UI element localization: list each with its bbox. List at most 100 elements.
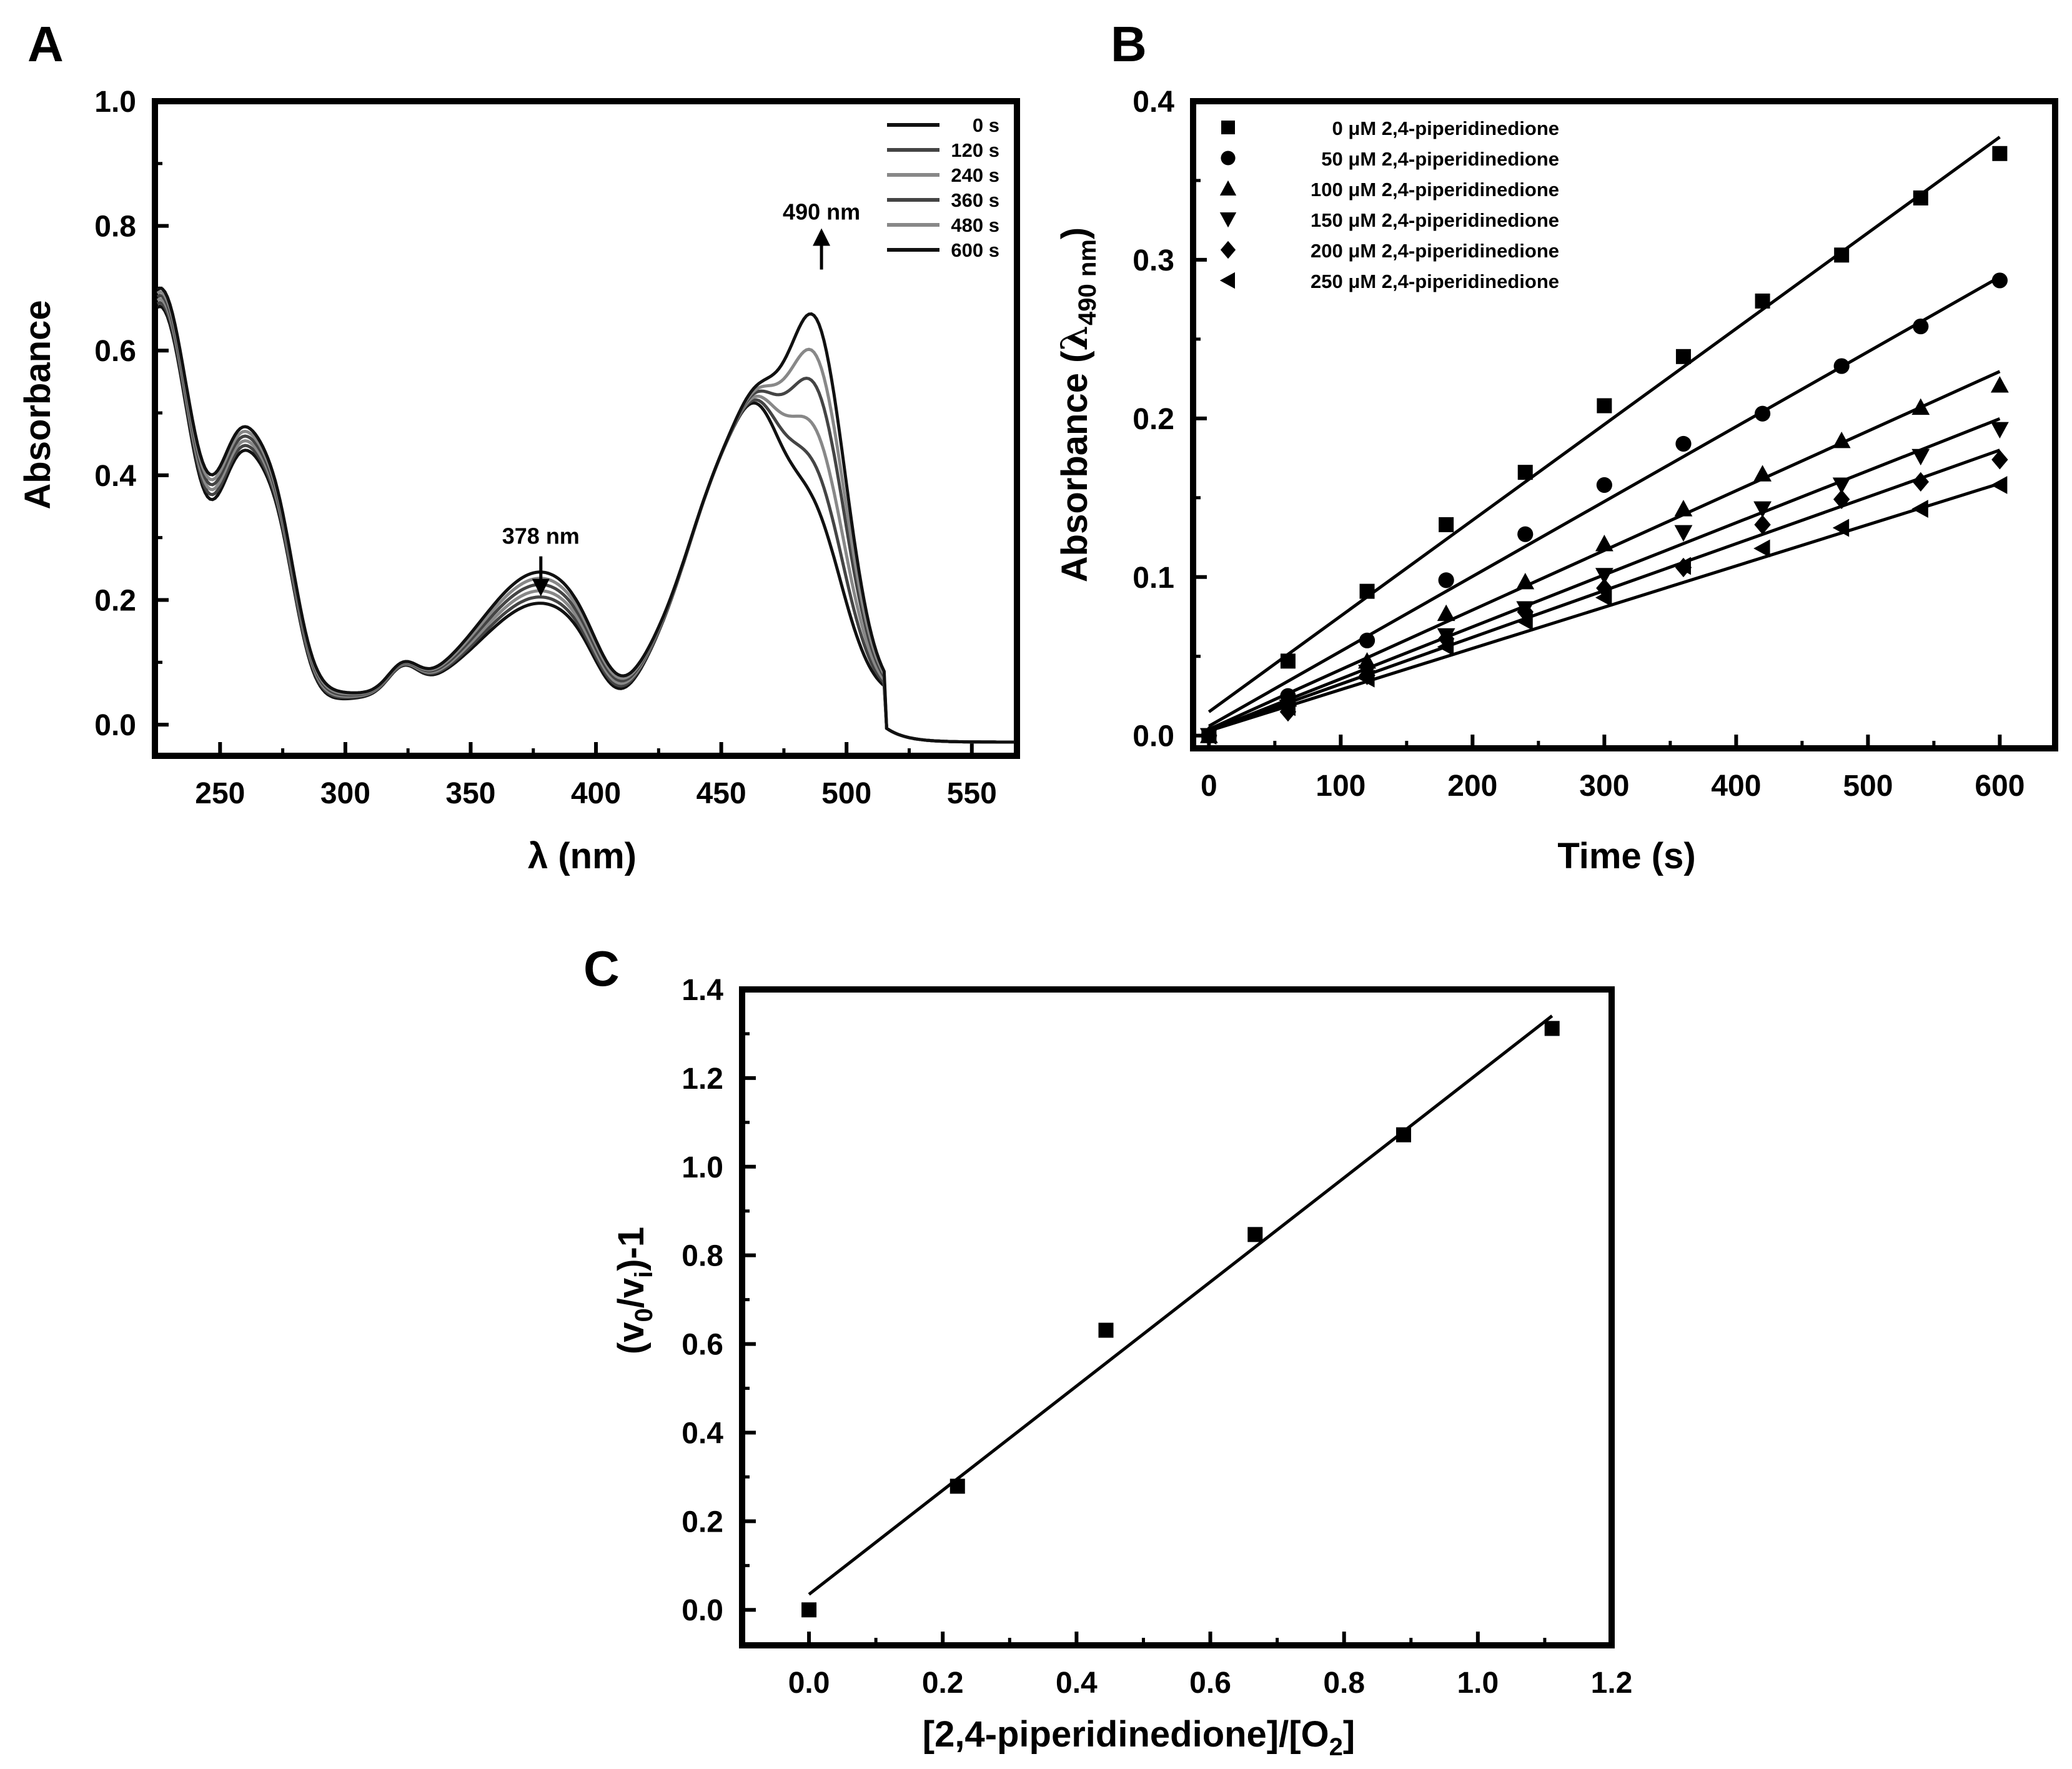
panel-a-y-tick-label: 0.2 bbox=[94, 584, 136, 617]
panel-a-x-tick-label: 500 bbox=[821, 777, 871, 810]
panel-a: A 250 300 350 400 450 500 550 0.0 0.2 0.4 0.6 0.8 1.… bbox=[17, 16, 1020, 876]
panel-a-x-tick-label: 350 bbox=[445, 777, 495, 810]
panel-b-y-axis-title: Absorbance (λ490 nm) bbox=[1053, 227, 1101, 583]
panel-b-data-point bbox=[1913, 190, 1928, 206]
panel-c-y-axis-title-a: (v bbox=[611, 1322, 652, 1355]
panel-b-data-point bbox=[1596, 578, 1613, 598]
panel-a-x-tick-label: 400 bbox=[571, 777, 621, 810]
panel-c-y-tick-label: 0.6 bbox=[682, 1329, 723, 1362]
panel-c-x-tick-label: 0.4 bbox=[1056, 1667, 1098, 1700]
panel-b-fit-line bbox=[1207, 136, 2001, 713]
panel-c-y-tick-label: 0.8 bbox=[682, 1240, 723, 1273]
panel-c-x-tick-label: 0.2 bbox=[922, 1667, 964, 1700]
panel-b-data-point bbox=[1516, 612, 1533, 631]
panel-a-y-tick-label: 0.6 bbox=[94, 335, 136, 368]
panel-c-x-axis-title-main: [2,4-piperidinedione]/[O bbox=[923, 1714, 1329, 1755]
panel-c-y-tick-label: 1.2 bbox=[682, 1063, 723, 1096]
panel-a-spectrum-line bbox=[156, 294, 1014, 744]
panel-c-data-point bbox=[1247, 1227, 1263, 1242]
panel-b-legend-label: 250 μM 2,4-piperidinedione bbox=[1311, 270, 1559, 292]
panel-a-x-tick-label: 250 bbox=[195, 777, 245, 810]
panel-b-legend-marker bbox=[1220, 240, 1236, 259]
panel-b-data-point bbox=[1517, 465, 1533, 480]
panel-b-data-point bbox=[1832, 431, 1851, 448]
panel-b-x-tick-label: 500 bbox=[1843, 770, 1893, 803]
panel-c-frame bbox=[739, 986, 1615, 1648]
panel-b-data-point bbox=[1753, 501, 1772, 518]
panel-a-spectrum-line bbox=[156, 286, 1014, 744]
panel-b-data-point bbox=[1675, 435, 1692, 452]
panel-b-data-point bbox=[1990, 476, 2008, 494]
panel-b-x-tick-label: 600 bbox=[1975, 770, 2025, 803]
panel-c-y-tick-label: 0.2 bbox=[682, 1505, 723, 1539]
panel-c-x-tick-label: 0.6 bbox=[1189, 1667, 1231, 1700]
panel-c-data-point bbox=[1395, 1127, 1411, 1142]
panel-b-data-point bbox=[1753, 465, 1772, 482]
panel-a-x-tick-label: 550 bbox=[947, 777, 997, 810]
panel-b-data-point bbox=[1359, 632, 1376, 648]
panel-b-legend: 0 μM 2,4-piperidinedione 50 μM 2,4-piperi… bbox=[1219, 117, 1559, 292]
panel-c-y-axis-title: (v0/vi)-1 bbox=[611, 1227, 658, 1354]
panel-b-legend-marker bbox=[1219, 212, 1237, 228]
panel-a-annotation-378: 378 nm bbox=[502, 523, 580, 549]
panel-b-y-tick-label: 0.3 bbox=[1133, 244, 1174, 277]
panel-b-data-point bbox=[1990, 376, 2009, 393]
panel-b-legend-label: 100 μM 2,4-piperidinedione bbox=[1311, 179, 1559, 201]
panel-b-data-point bbox=[1517, 602, 1534, 622]
panel-b-data-point bbox=[1753, 539, 1770, 558]
panel-c-y-tick-label: 0.0 bbox=[682, 1594, 723, 1627]
panel-b-y-axis-title-symbol: λ bbox=[1053, 325, 1096, 351]
panel-a-plot-area: 250 300 350 400 450 500 550 0.0 0.2 0.4 0.6 0.8 1.0 bbox=[94, 86, 1020, 810]
panel-c-plot-area: 0.0 0.2 0.4 0.6 0.8 1.0 1.2 0.0 0.2 0.4 0.6 0.8 1.0 1… bbox=[682, 974, 1632, 1700]
panel-a-y-axis-title: Absorbance bbox=[17, 300, 58, 509]
panel-c-data-point bbox=[801, 1602, 817, 1618]
panel-a-legend-label: 0 s bbox=[973, 114, 999, 136]
panel-b-y-tick-label: 0.1 bbox=[1133, 562, 1174, 595]
panel-a-spectrum-line bbox=[156, 290, 1014, 744]
panel-b-y-tick-label: 0.4 bbox=[1133, 86, 1174, 119]
panel-c-data-point bbox=[1544, 1021, 1560, 1036]
panel-c-x-tick-label: 0.8 bbox=[1323, 1667, 1365, 1700]
panel-b-data-point bbox=[1280, 653, 1296, 669]
panel-a-legend-label: 360 s bbox=[951, 189, 999, 211]
panel-c-x-axis-title-close: ] bbox=[1343, 1714, 1355, 1755]
panel-b-fit-line bbox=[1208, 275, 2001, 728]
panel-b-data-point bbox=[1832, 518, 1850, 537]
panel-b-data-point bbox=[1754, 515, 1771, 535]
panel-b-data-point bbox=[1279, 698, 1296, 716]
panel-b-legend-label: 50 μM 2,4-piperidinedione bbox=[1321, 148, 1559, 170]
panel-b-data-point bbox=[1437, 604, 1455, 622]
panel-a-annotation-490: 490 nm bbox=[783, 199, 860, 225]
panel-b-data-point bbox=[1595, 535, 1613, 552]
panel-b-data-point bbox=[1833, 358, 1850, 374]
panel-b-plot-area: 0 100 200 300 400 500 600 0.0 0.1 0.2 0.3 0.4 bbox=[1133, 86, 2058, 803]
panel-b-data-point bbox=[1358, 669, 1375, 688]
panel-b-data-point bbox=[1755, 293, 1770, 309]
panel-b-y-axis-title-subscript: 490 nm bbox=[1074, 239, 1101, 325]
panel-b-x-tick-label: 100 bbox=[1316, 770, 1366, 803]
panel-b-legend-marker bbox=[1219, 272, 1235, 289]
panel-b-data-point bbox=[1911, 398, 1930, 415]
panel-b-legend-marker bbox=[1221, 151, 1236, 166]
panel-b-data-point bbox=[1832, 477, 1851, 494]
panel-c-data-point bbox=[1098, 1322, 1114, 1338]
panel-c-y-tick-label: 1.0 bbox=[682, 1151, 723, 1184]
panel-b-data-point bbox=[1438, 572, 1454, 588]
panel-b-data-point bbox=[1437, 638, 1454, 656]
panel-b-letter: B bbox=[1111, 16, 1147, 72]
panel-b-data-point bbox=[1754, 405, 1771, 422]
panel-c: C 0.0 0.2 0.4 0.6 0.8 1.0 1.2 0.0 0.2 0.4 0.6 0.8 1.… bbox=[583, 941, 1632, 1761]
panel-c-y-axis-title-c: )-1 bbox=[611, 1227, 652, 1271]
panel-c-y-axis-title-b: /v bbox=[611, 1278, 652, 1308]
panel-b-data-point bbox=[1517, 526, 1534, 542]
panel-a-x-tick-label: 450 bbox=[696, 777, 746, 810]
panel-b-data-point bbox=[1990, 422, 2009, 439]
panel-b-x-axis-title: Time (s) bbox=[1557, 836, 1695, 876]
panel-b-data-point bbox=[1991, 450, 2008, 470]
panel-a-x-tick-label: 300 bbox=[320, 777, 370, 810]
panel-b-data-point bbox=[1595, 568, 1613, 585]
panel-b-x-tick-label: 300 bbox=[1579, 770, 1629, 803]
panel-b-legend-label: 150 μM 2,4-piperidinedione bbox=[1311, 209, 1559, 231]
panel-c-x-axis-title-subscript: 2 bbox=[1329, 1733, 1343, 1761]
